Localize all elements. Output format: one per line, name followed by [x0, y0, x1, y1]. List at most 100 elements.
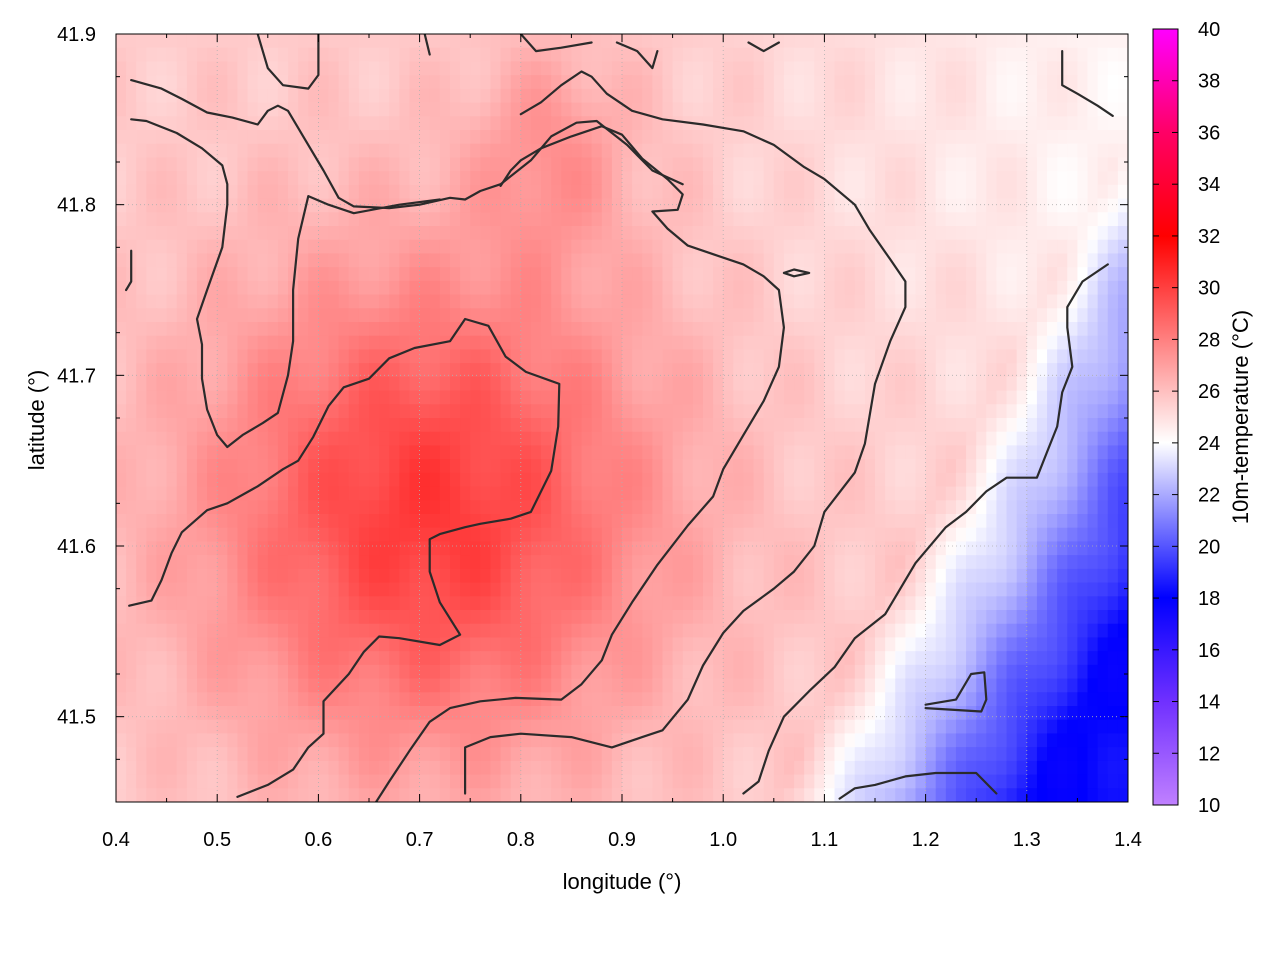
heatmap-cell [915, 706, 927, 721]
heatmap-cell [611, 239, 623, 255]
heatmap-cell [328, 47, 340, 63]
heatmap-cell [662, 459, 674, 474]
heatmap-cell [399, 116, 411, 131]
heatmap-cell [146, 596, 158, 611]
heatmap-cell [804, 610, 815, 625]
heatmap-cell [753, 294, 765, 309]
heatmap-cell [1077, 349, 1089, 364]
heatmap-cell [713, 212, 724, 227]
heatmap-cell [237, 157, 249, 172]
heatmap-cell [955, 582, 967, 597]
heatmap-cell [611, 404, 623, 419]
heatmap-cell [632, 527, 643, 543]
heatmap-cell [773, 376, 785, 392]
heatmap-cell [713, 349, 724, 364]
heatmap-cell [267, 472, 279, 488]
heatmap-cell [409, 75, 421, 90]
heatmap-cell [1036, 678, 1048, 693]
heatmap-cell [652, 651, 664, 666]
heatmap-cell [834, 308, 846, 323]
heatmap-cell [611, 514, 623, 529]
heatmap-cell [116, 582, 127, 597]
heatmap-cell [976, 692, 987, 707]
heatmap-cell [176, 267, 188, 282]
heatmap-cell [955, 404, 967, 419]
heatmap-cell [763, 500, 775, 515]
heatmap-cell [966, 445, 977, 460]
heatmap-cell [217, 363, 228, 378]
heatmap-cell [662, 116, 674, 131]
heatmap-cell [217, 335, 228, 351]
heatmap-cell [186, 349, 198, 364]
heatmap-cell [136, 280, 147, 296]
heatmap-cell [622, 472, 633, 488]
heatmap-cell [156, 75, 168, 90]
heatmap-cell [1067, 349, 1078, 364]
heatmap-cell [277, 418, 289, 433]
heatmap-cell [1097, 226, 1109, 241]
heatmap-cell [642, 34, 653, 49]
heatmap-cell [338, 239, 350, 255]
heatmap-cell [885, 610, 896, 625]
heatmap-cell [672, 157, 684, 172]
heatmap-cell [1117, 610, 1128, 625]
heatmap-cell [804, 418, 815, 433]
heatmap-cell [702, 171, 714, 186]
heatmap-cell [1036, 335, 1048, 351]
heatmap-cell [470, 349, 481, 364]
heatmap-cell [379, 61, 390, 76]
heatmap-cell [510, 171, 522, 186]
heatmap-cell [753, 623, 765, 639]
heatmap-cell [632, 88, 643, 104]
heatmap-cell [702, 404, 714, 419]
heatmap-cell [1057, 34, 1068, 49]
heatmap-cell [186, 363, 198, 378]
heatmap-cell [925, 459, 937, 474]
heatmap-cell [541, 226, 552, 241]
heatmap-cell [288, 239, 299, 255]
heatmap-cell [1097, 322, 1109, 337]
heatmap-cell [237, 445, 249, 460]
heatmap-cell [156, 143, 168, 159]
heatmap-cell [713, 555, 724, 570]
heatmap-cell [1097, 706, 1109, 721]
heatmap-cell [237, 610, 249, 625]
heatmap-cell [814, 212, 825, 227]
heatmap-cell [389, 171, 400, 186]
heatmap-cell [601, 308, 613, 323]
heatmap-cell [804, 308, 815, 323]
heatmap-cell [1117, 678, 1128, 693]
heatmap-cell [419, 34, 431, 49]
heatmap-cell [460, 308, 471, 323]
heatmap-cell [1047, 349, 1058, 364]
heatmap-cell [622, 102, 633, 117]
heatmap-cell [196, 472, 208, 488]
heatmap-cell [166, 143, 178, 159]
heatmap-cell [186, 692, 198, 707]
heatmap-cell [207, 88, 218, 104]
heatmap-cell [308, 514, 319, 529]
heatmap-cell [844, 102, 856, 117]
heatmap-cell [156, 294, 168, 309]
heatmap-cell [237, 514, 249, 529]
heatmap-cell [449, 459, 461, 474]
heatmap-cell [338, 637, 350, 652]
heatmap-cell [854, 596, 866, 611]
heatmap-cell [763, 130, 775, 145]
heatmap-cell [207, 568, 218, 584]
heatmap-cell [389, 472, 400, 488]
heatmap-cell [662, 212, 674, 227]
heatmap-cell [348, 514, 360, 529]
heatmap-cell [358, 404, 370, 419]
heatmap-cell [854, 431, 866, 447]
heatmap-cell [794, 472, 805, 488]
heatmap-cell [733, 47, 745, 63]
heatmap-cell [692, 431, 704, 447]
heatmap-cell [804, 582, 815, 597]
heatmap-cell [1057, 651, 1068, 666]
heatmap-cell [156, 404, 168, 419]
heatmap-cell [935, 431, 947, 447]
heatmap-cell [945, 294, 957, 309]
heatmap-cell [490, 363, 502, 378]
heatmap-cell [449, 61, 461, 76]
